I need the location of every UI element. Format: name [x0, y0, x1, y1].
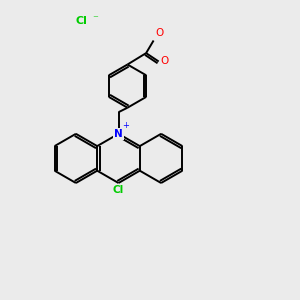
Text: O: O: [161, 56, 169, 67]
Text: ⁻: ⁻: [92, 14, 98, 25]
Text: N: N: [114, 129, 123, 139]
Text: O: O: [155, 28, 163, 38]
Text: Cl: Cl: [75, 16, 87, 26]
Text: Cl: Cl: [113, 185, 124, 195]
Text: +: +: [122, 121, 129, 130]
